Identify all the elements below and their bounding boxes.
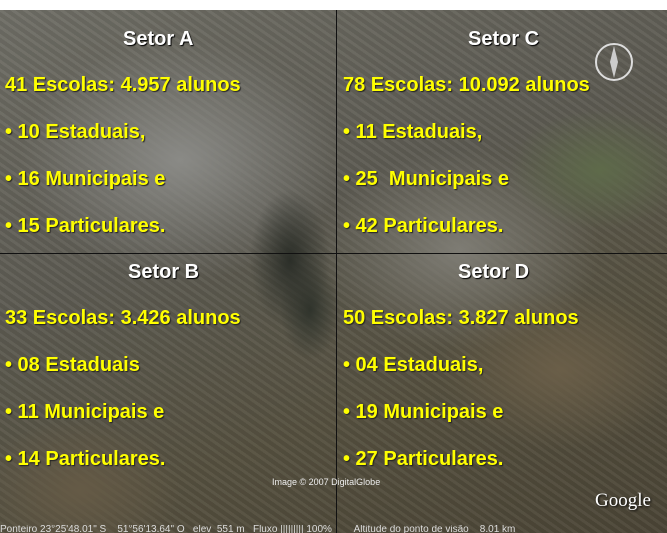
sector-title: Setor A [123,28,194,50]
sector-line: • 14 Particulares. [5,448,166,470]
image-credit: Image © 2007 DigitalGlobe [272,477,381,487]
sector-line: • 11 Municipais e [5,401,165,423]
sector-line: • 08 Estaduais [5,354,140,376]
sector-line: • 25 Municipais e [343,168,509,190]
horizontal-divider [0,253,667,254]
sector-line: • 04 Estaduais, [343,354,484,376]
sector-title: Setor B [128,261,200,283]
sector-line: 41 Escolas: 4.957 alunos [5,74,241,96]
sector-title: Setor D [458,261,530,283]
google-logo: Google [595,490,651,511]
sector-line: • 10 Estaduais, [5,121,146,143]
vertical-divider [336,10,337,533]
satellite-map: Setor A 41 Escolas: 4.957 alunos • 10 Esta… [0,10,667,533]
sector-title: Setor C [468,28,540,50]
sector-line: • 16 Municipais e [5,168,166,190]
sector-line: • 11 Estaduais, [343,121,483,143]
sector-line: 78 Escolas: 10.092 alunos [343,74,590,96]
sector-line: • 15 Particulares. [5,215,166,237]
sector-line: • 27 Particulares. [343,448,504,470]
status-bar: Ponteiro 23°25'48.01" S 51°56'13.64" O e… [0,525,516,533]
compass [595,43,633,81]
sector-line: 50 Escolas: 3.827 alunos [343,307,579,329]
sector-line: 33 Escolas: 3.426 alunos [5,307,241,329]
sector-line: • 42 Particulares. [343,215,504,237]
sector-line: • 19 Municipais e [343,401,504,423]
